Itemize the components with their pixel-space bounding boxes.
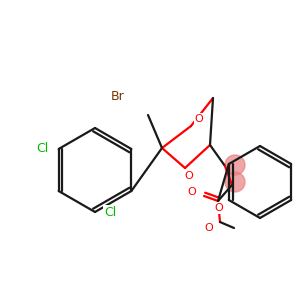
Circle shape (225, 155, 245, 175)
Text: Cl: Cl (104, 206, 116, 218)
Text: O: O (188, 187, 196, 197)
Text: Br: Br (111, 91, 125, 103)
Text: O: O (195, 114, 203, 124)
Text: O: O (205, 223, 213, 233)
Text: Cl: Cl (37, 142, 49, 155)
Circle shape (225, 172, 245, 192)
Text: O: O (184, 171, 194, 181)
Text: O: O (214, 203, 224, 213)
